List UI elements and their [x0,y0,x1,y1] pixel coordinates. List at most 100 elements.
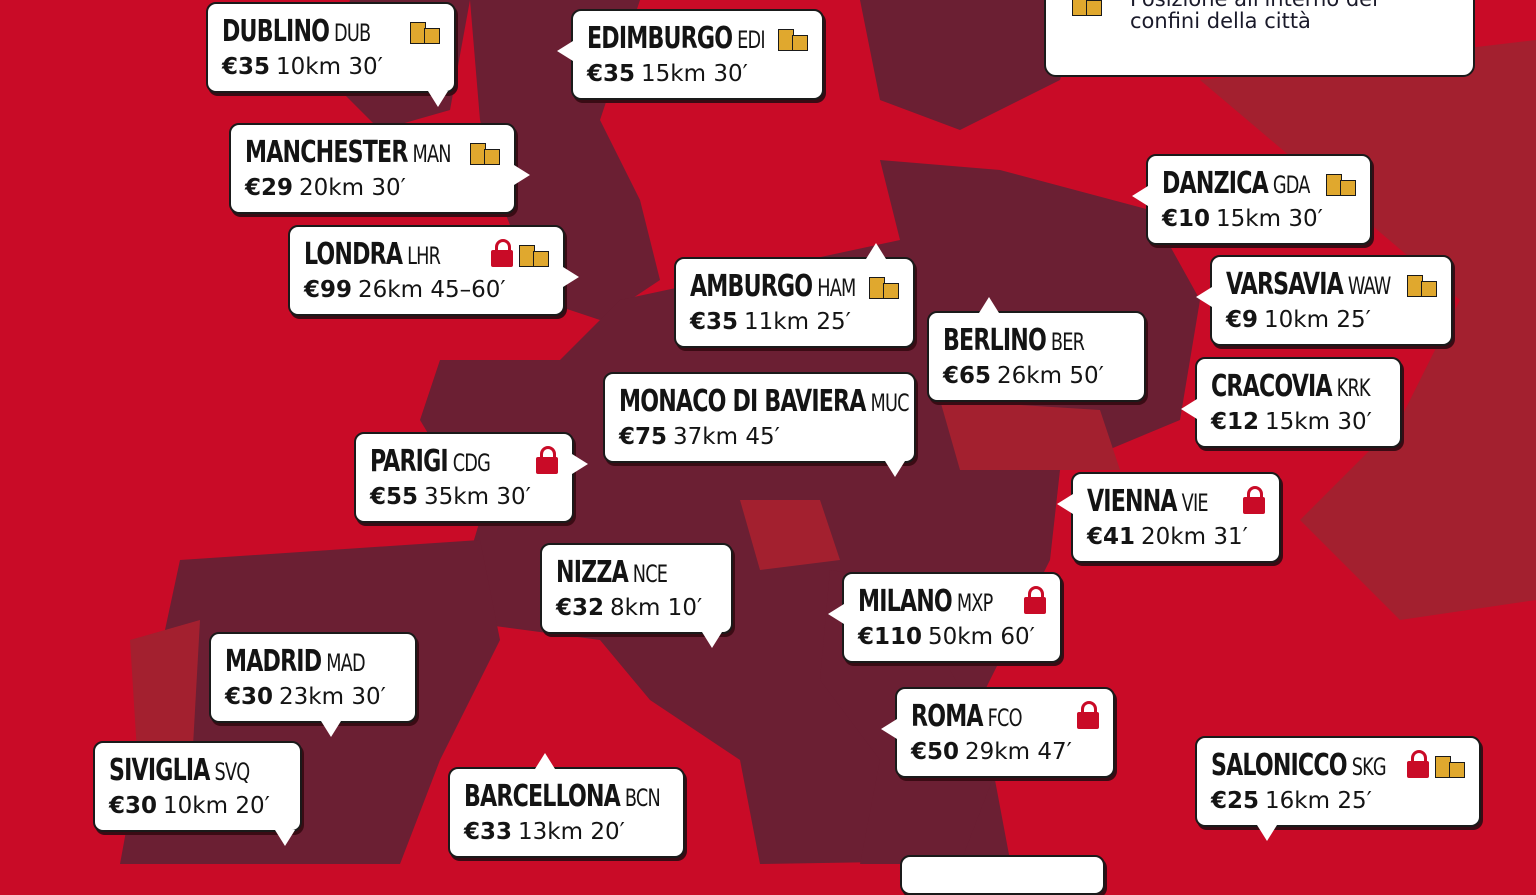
airport-details: €29 20km 30′ [245,172,500,204]
airport-details: €32 8km 10′ [556,592,717,624]
airport-code: HAM [817,274,856,302]
icon-group [869,271,899,299]
city-name: BERLINO BER [943,323,1085,358]
price: €33 [464,819,513,845]
callout-tail [1181,399,1197,419]
price: €9 [1226,307,1259,333]
airport-code: CDG [452,449,491,477]
distance-time: 15km 30′ [1265,409,1372,435]
icon-group [778,23,808,51]
distance-time: 29km 47′ [965,739,1072,765]
airport-callout: SALONICCO SKG €25 16km 25′ [1195,736,1481,841]
city-name: SIVIGLIA SVQ [109,753,251,788]
airport-code: WAW [1347,272,1391,300]
czechia-land [940,400,1120,470]
icon-group [470,137,500,165]
callout-tail [321,721,341,737]
airport-code: VIE [1181,489,1209,517]
city-name: SALONICCO SKG [1211,748,1387,783]
distance-time: 11km 25′ [744,309,851,335]
callout-tail [1257,825,1277,841]
airport-details: €35 10km 30′ [222,51,440,83]
building-icon [1435,752,1465,778]
airport-code: SKG [1351,753,1387,781]
airport-code: LHR [407,242,441,270]
callout-tail [1132,186,1148,206]
airport-code: MAN [412,140,451,168]
price: €29 [245,175,294,201]
airport-code: NCE [632,560,668,588]
airport-callout: AMBURGO HAM €35 11km 25′ [674,243,915,348]
airport-code: BER [1050,328,1085,356]
city-name: LONDRA LHR [304,237,441,272]
callout-tail [557,41,573,61]
icon-group [1024,586,1046,614]
airport-callout: MONACO DI BAVIERA MUC €75 37km 45′ [603,372,916,477]
switzerland-land [740,500,840,570]
icon-group [1407,750,1465,778]
price: €25 [1211,788,1260,814]
airport-details: €12 15km 30′ [1211,406,1386,438]
distance-time: 13km 20′ [518,819,625,845]
airport-code: MXP [956,589,993,617]
city-name: MILANO MXP [858,584,993,619]
price: €35 [222,54,271,80]
airport-details: €99 26km 45–60′ [304,274,549,306]
airport-callout: DANZICA GDA €10 15km 30′ [1132,154,1372,245]
airport-callout: BARCELLONA BCN €33 13km 20′ [448,753,685,858]
building-icon [470,139,500,165]
lock-icon [536,446,558,474]
airport-callout: VARSAVIA WAW €9 10km 25′ [1196,255,1453,346]
price: €110 [858,624,923,650]
airport-details: €35 15km 30′ [587,58,808,90]
lock-icon [1243,486,1265,514]
airport-code: KRK [1336,374,1371,402]
callout-tail [1057,494,1073,514]
airport-code: SVQ [214,758,251,786]
price: €35 [690,309,739,335]
airport-details: €41 20km 31′ [1087,521,1265,553]
distance-time: 10km 20′ [163,793,270,819]
price: €35 [587,61,636,87]
airport-details: €110 50km 60′ [858,621,1046,653]
lock-icon [1077,701,1099,729]
airport-details: €30 10km 20′ [109,790,286,822]
airport-callout: MADRID MAD €30 23km 30′ [209,632,417,737]
scandinavia-land [860,0,1080,130]
price: €55 [370,484,419,510]
airport-callout: PARIGI CDG €55 35km 30′ [354,432,588,523]
icon-group [1243,486,1265,514]
price: €32 [556,595,605,621]
callout-tail [828,604,844,624]
partial-callout [900,855,1105,895]
legend-box: Posizione all'interno dei confini della … [1044,0,1475,77]
callout-tail [563,267,579,287]
lock-icon [1024,586,1046,614]
icon-group [410,16,440,44]
airport-details: €25 16km 25′ [1211,785,1465,817]
city-name: EDIMBURGO EDI [587,21,766,56]
price: €30 [225,684,274,710]
distance-time: 23km 30′ [279,684,386,710]
callout-tail [275,830,295,846]
legend-text: Posizione all'interno dei confini della … [1130,0,1378,33]
city-name: BARCELLONA BCN [464,779,661,814]
distance-time: 20km 30′ [299,175,406,201]
price: €12 [1211,409,1260,435]
building-icon [519,241,549,267]
city-name: DUBLINO DUB [222,14,371,49]
building-icon [1407,271,1437,297]
price: €50 [911,739,960,765]
city-name: MONACO DI BAVIERA MUC [619,384,909,419]
eastern-europe-land [1200,40,1536,620]
callout-tail [1196,287,1212,307]
building-icon [1326,170,1356,196]
airport-callout: NIZZA NCE €32 8km 10′ [540,543,733,648]
price: €30 [109,793,158,819]
callout-tail [535,753,555,769]
airport-code: DUB [334,19,371,47]
airport-callout: ROMA FCO €50 29km 47′ [881,687,1115,778]
airport-code: BCN [624,784,661,812]
city-name: VIENNA VIE [1087,484,1209,519]
airport-details: €10 15km 30′ [1162,203,1356,235]
